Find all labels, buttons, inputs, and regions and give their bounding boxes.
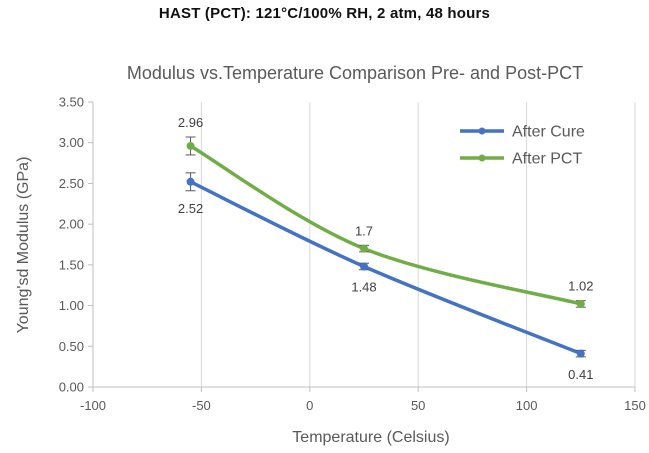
legend: After Cure After PCT — [460, 124, 585, 168]
data-label-after-pct: 1.7 — [355, 223, 373, 238]
error-bars — [185, 136, 586, 358]
x-tick-label: 100 — [516, 398, 538, 413]
data-label-after-cure: 1.48 — [351, 280, 376, 295]
x-tick-label: 0 — [306, 398, 313, 413]
y-tick-labels: 0.00 0.50 1.00 1.50 2.00 2.50 3.00 3.50 — [59, 95, 84, 395]
y-tick-label: 3.00 — [59, 135, 84, 150]
y-tick-label: 0.00 — [59, 380, 84, 395]
data-point-after-cure — [576, 349, 585, 358]
y-axis-label: Young'sd Modulus (GPa) — [15, 157, 32, 334]
series-line-after-cure — [188, 180, 583, 356]
data-point-after-pct — [576, 299, 585, 308]
data-point-after-pct — [186, 141, 195, 150]
legend-marker-after-pct — [478, 154, 486, 162]
data-label-after-cure: 2.52 — [178, 201, 203, 216]
data-points — [186, 141, 585, 358]
y-tick-label: 1.50 — [59, 257, 84, 272]
y-tick-label: 2.50 — [59, 176, 84, 191]
y-tick-label: 0.50 — [59, 339, 84, 354]
x-axis-label: Temperature (Celsius) — [292, 429, 449, 446]
legend-marker-after-cure — [478, 127, 486, 135]
series-lines — [188, 144, 583, 356]
data-labels: 2.52 1.48 0.41 2.96 1.7 1.02 — [178, 115, 594, 382]
x-tick-labels: -100 -50 0 50 100 150 — [80, 398, 646, 413]
x-tick-label: 150 — [624, 398, 646, 413]
x-tick-label: 50 — [411, 398, 425, 413]
data-label-after-pct: 1.02 — [568, 279, 593, 294]
data-label-after-pct: 2.96 — [178, 115, 203, 130]
x-tick-label: -100 — [80, 398, 106, 413]
page-header: HAST (PCT): 121°C/100% RH, 2 atm, 48 hou… — [158, 5, 491, 22]
data-point-after-pct — [360, 244, 368, 253]
chart-title: Modulus vs.Temperature Comparison Pre- a… — [127, 63, 583, 83]
data-point-after-cure — [186, 177, 195, 186]
grid-lines — [200, 102, 636, 387]
data-point-after-cure — [360, 262, 368, 271]
y-tick-label: 2.00 — [59, 217, 84, 232]
legend-label-after-pct: After PCT — [512, 151, 582, 168]
legend-label-after-cure: After Cure — [512, 124, 585, 141]
axes — [88, 101, 636, 392]
data-label-after-cure: 0.41 — [568, 367, 593, 382]
y-tick-label: 1.00 — [59, 298, 84, 313]
y-tick-label: 3.50 — [59, 95, 84, 110]
series-line-after-pct — [188, 144, 583, 306]
x-tick-label: -50 — [192, 398, 211, 413]
